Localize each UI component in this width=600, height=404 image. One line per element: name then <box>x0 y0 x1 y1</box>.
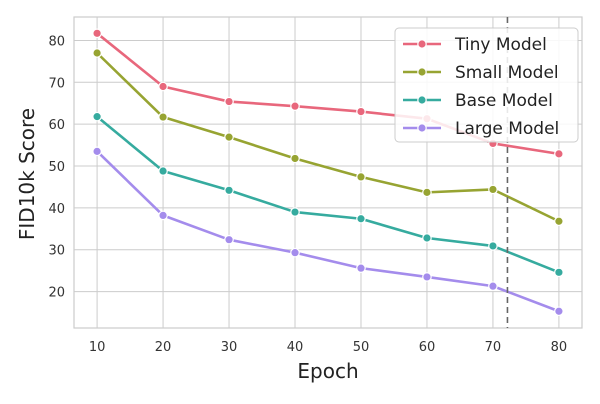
legend: Tiny Model Small Model Base Model Large Mod… <box>394 27 579 143</box>
data-point <box>356 213 366 224</box>
y-tick-label: 60 <box>48 118 65 133</box>
x-tick-label: 30 <box>221 340 238 355</box>
legend-marker <box>417 67 427 77</box>
legend-label: Tiny Model <box>454 35 547 55</box>
data-point <box>158 210 168 221</box>
legend-marker <box>417 95 427 105</box>
data-point <box>224 185 234 196</box>
data-point <box>554 267 564 278</box>
tick-label-layer: 10 20 30 40 50 60 70 80 20 30 40 50 60 70 80 <box>48 34 567 355</box>
series-large-model <box>92 146 564 317</box>
data-point <box>158 112 168 122</box>
x-tick-label: 20 <box>155 340 172 355</box>
data-point <box>356 263 366 273</box>
data-point <box>356 172 366 182</box>
y-tick-label: 80 <box>48 34 65 49</box>
legend-box <box>394 27 579 143</box>
legend-label: Large Model <box>455 119 559 139</box>
data-point <box>224 96 234 107</box>
series-small-model <box>92 48 564 227</box>
x-tick-label: 10 <box>89 340 106 355</box>
series-line <box>95 115 561 274</box>
y-tick-label: 40 <box>48 202 65 217</box>
legend-item: Tiny Model <box>403 35 547 55</box>
y-axis-label: FID10k Score <box>15 108 39 240</box>
data-point <box>92 146 102 157</box>
data-point <box>488 241 498 251</box>
legend-marker <box>417 123 427 133</box>
y-tick-label: 70 <box>48 76 65 91</box>
data-point <box>290 247 300 258</box>
series-base-model <box>92 111 564 278</box>
legend-marker <box>417 39 427 49</box>
x-tick-label: 40 <box>287 340 304 355</box>
data-point <box>158 81 168 92</box>
y-tick-label: 30 <box>48 244 65 259</box>
x-tick-label: 60 <box>419 340 436 355</box>
data-point <box>488 281 498 291</box>
series-layer <box>92 28 564 317</box>
data-point <box>290 153 300 164</box>
data-point <box>422 187 432 198</box>
data-point <box>92 28 102 39</box>
data-point <box>92 111 102 122</box>
data-point <box>290 207 300 217</box>
x-tick-label: 70 <box>485 340 502 355</box>
data-point <box>422 272 432 282</box>
legend-item: Small Model <box>403 63 559 83</box>
x-tick-label: 50 <box>353 340 370 355</box>
data-point <box>356 106 366 117</box>
data-point <box>422 233 432 243</box>
axes-layer <box>73 16 583 329</box>
data-point <box>158 166 168 176</box>
series-line <box>95 150 561 313</box>
legend-item: Large Model <box>403 119 559 139</box>
data-point <box>224 132 234 142</box>
y-tick-label: 50 <box>48 160 65 175</box>
x-tick-label: 80 <box>551 340 568 355</box>
data-point <box>92 48 102 58</box>
x-axis-label: Epoch <box>297 359 358 383</box>
series-line <box>95 51 561 223</box>
y-tick-label: 20 <box>48 286 65 301</box>
data-point <box>488 184 498 195</box>
legend-label: Base Model <box>455 91 553 111</box>
data-point <box>554 306 564 317</box>
data-point <box>290 101 300 111</box>
plot-frame <box>73 16 583 329</box>
legend-label: Small Model <box>455 63 559 83</box>
data-point <box>554 216 564 227</box>
data-point <box>554 149 564 159</box>
data-point <box>224 234 234 245</box>
legend-item: Base Model <box>403 91 553 111</box>
